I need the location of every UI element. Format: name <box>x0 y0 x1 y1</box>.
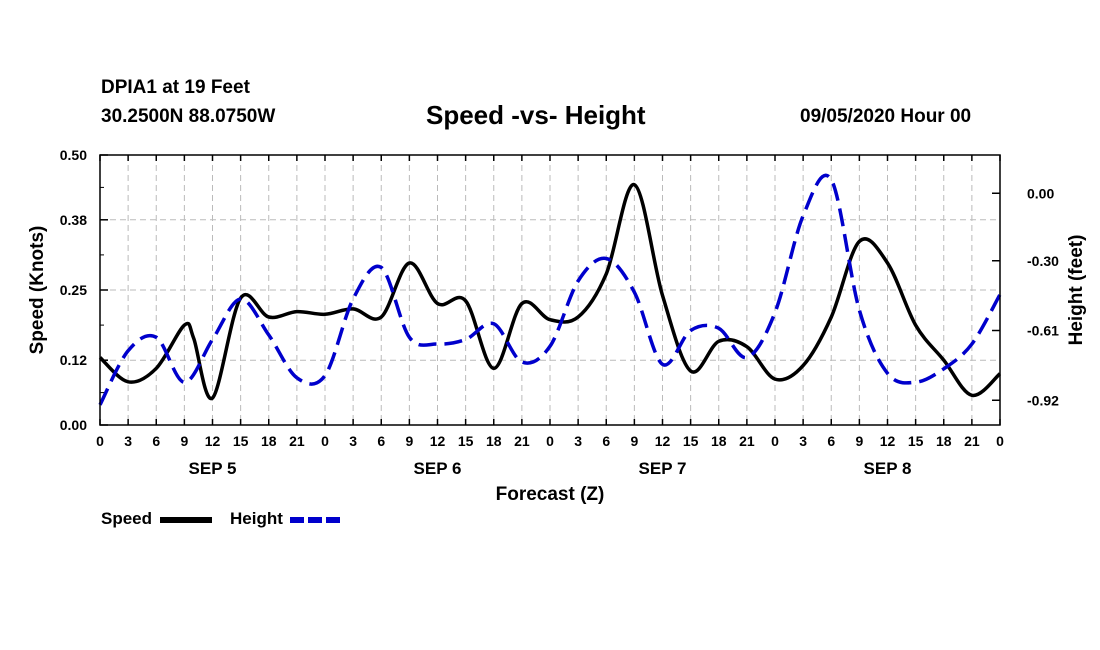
x-tick-label: 15 <box>233 433 249 449</box>
day-label: SEP 8 <box>864 459 912 478</box>
x-tick-label: 12 <box>430 433 446 449</box>
x-tick-label: 15 <box>683 433 699 449</box>
x-tick-label: 9 <box>180 433 188 449</box>
x-axis-label: Forecast (Z) <box>496 484 605 505</box>
x-tick-label: 6 <box>152 433 160 449</box>
day-label: SEP 5 <box>189 459 237 478</box>
y-tick-label: 0.00 <box>60 417 87 433</box>
grid <box>99 155 1001 425</box>
y-axis-label: Speed (Knots) <box>27 226 48 355</box>
x-tick-label: 0 <box>321 433 329 449</box>
x-tick-label: 9 <box>855 433 863 449</box>
x-tick-label: 6 <box>377 433 385 449</box>
x-tick-label: 21 <box>289 433 305 449</box>
axis-labels: 0 3 6 9 12 15 18 21 0 3 6 9 12 15 18 21 0 3 6 9 12 15 18 21 0 3 6 9… <box>60 147 1059 478</box>
axis-ticks <box>99 154 1001 426</box>
x-tick-label: 18 <box>936 433 952 449</box>
legend-height-label: Height <box>230 509 283 528</box>
day-label: SEP 7 <box>639 459 687 478</box>
x-tick-label: 0 <box>996 433 1004 449</box>
x-tick-label: 12 <box>655 433 671 449</box>
x-tick-label: 18 <box>486 433 502 449</box>
y-tick-label: 0.12 <box>60 352 87 368</box>
height-series-line <box>98 173 1002 406</box>
x-tick-label: 0 <box>771 433 779 449</box>
x-tick-label: 18 <box>711 433 727 449</box>
x-tick-label: 3 <box>799 433 807 449</box>
x-tick-label: 12 <box>880 433 896 449</box>
speed-series-line <box>98 182 1002 400</box>
x-tick-label: 12 <box>205 433 221 449</box>
day-label: SEP 6 <box>414 459 462 478</box>
x-tick-label: 9 <box>630 433 638 449</box>
y2-axis-label: Height (feet) <box>1066 235 1087 346</box>
x-tick-label: 6 <box>602 433 610 449</box>
chart-title: Speed -vs- Height <box>426 100 646 130</box>
y2-tick-label: -0.30 <box>1027 253 1059 269</box>
y-tick-label: 0.50 <box>60 147 87 163</box>
y-tick-label: 0.25 <box>60 282 87 298</box>
legend-speed-label: Speed <box>101 509 153 528</box>
station-label: DPIA1 at 19 Feet <box>101 77 250 98</box>
x-tick-label: 9 <box>405 433 413 449</box>
coordinates-label: 30.2500N 88.0750W <box>101 106 276 127</box>
x-tick-label: 21 <box>739 433 755 449</box>
x-tick-label: 15 <box>908 433 924 449</box>
x-tick-label: 21 <box>964 433 980 449</box>
legend-height-swatch <box>290 517 342 523</box>
x-tick-label: 0 <box>96 433 104 449</box>
forecast-datetime: 09/05/2020 Hour 00 <box>800 106 972 127</box>
y2-tick-label: 0.00 <box>1027 185 1054 201</box>
x-tick-label: 18 <box>261 433 277 449</box>
series-layer <box>98 173 1002 406</box>
y2-tick-label: -0.92 <box>1027 392 1059 408</box>
y-tick-label: 0.38 <box>60 212 87 228</box>
x-tick-label: 3 <box>124 433 132 449</box>
x-tick-label: 15 <box>458 433 474 449</box>
legend-speed-swatch <box>160 517 212 523</box>
x-tick-label: 0 <box>546 433 554 449</box>
y2-tick-label: -0.61 <box>1027 323 1059 339</box>
x-tick-label: 6 <box>827 433 835 449</box>
x-tick-label: 21 <box>514 433 530 449</box>
x-tick-label: 3 <box>349 433 357 449</box>
x-tick-label: 3 <box>574 433 582 449</box>
